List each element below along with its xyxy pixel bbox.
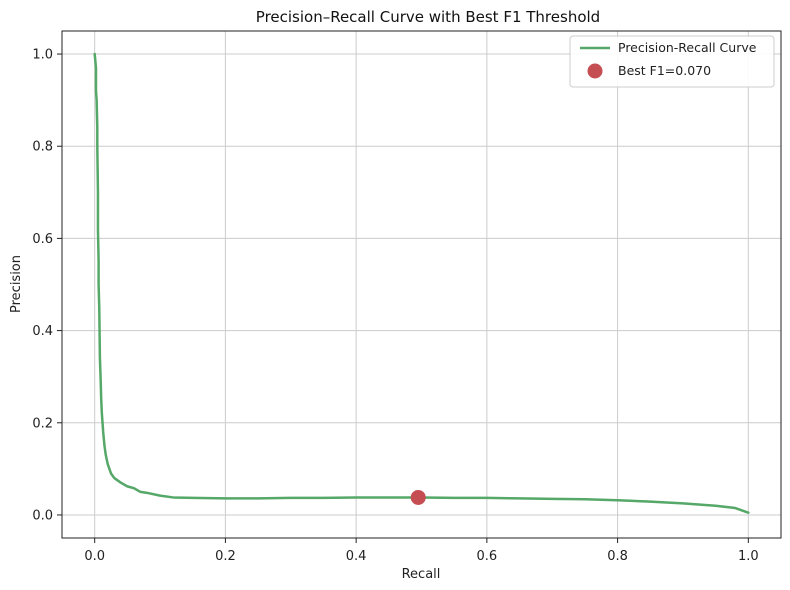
- axis-ticks: 0.0 0.2 0.4 0.6 0.8 1.0 0.0 0.2 0.4 0.6 0.8 1.0: [32, 48, 758, 564]
- y-axis-title: Precision: [9, 255, 24, 313]
- best-f1-point: [410, 489, 426, 505]
- y-tick-label: 0.0: [32, 508, 53, 523]
- x-tick-label: 0.8: [607, 549, 628, 564]
- legend: Precision-Recall Curve Best F1=0.070: [569, 35, 775, 88]
- x-axis-title: Recall: [402, 567, 441, 582]
- legend-label-best-f1: Best F1=0.070: [618, 63, 711, 78]
- x-tick-label: 0.0: [84, 549, 105, 564]
- plot-data: [93, 52, 750, 514]
- x-tick-label: 1.0: [738, 549, 759, 564]
- precision-recall-curve-line: [93, 52, 750, 514]
- grid: [62, 31, 781, 538]
- chart-title: Precision–Recall Curve with Best F1 Thre…: [256, 8, 600, 26]
- x-tick-label: 0.6: [477, 549, 498, 564]
- legend-marker-swatch: [587, 63, 603, 79]
- x-tick-label: 0.4: [346, 549, 367, 564]
- y-tick-label: 0.4: [32, 324, 53, 339]
- y-tick-label: 0.6: [32, 232, 53, 247]
- plot-area-frame: [61, 30, 782, 539]
- y-tick-label: 1.0: [32, 48, 53, 63]
- legend-box: [569, 35, 775, 88]
- y-tick-label: 0.8: [32, 140, 53, 155]
- y-tick-label: 0.2: [32, 416, 53, 431]
- x-tick-label: 0.2: [215, 549, 236, 564]
- legend-label-curve: Precision-Recall Curve: [618, 40, 757, 55]
